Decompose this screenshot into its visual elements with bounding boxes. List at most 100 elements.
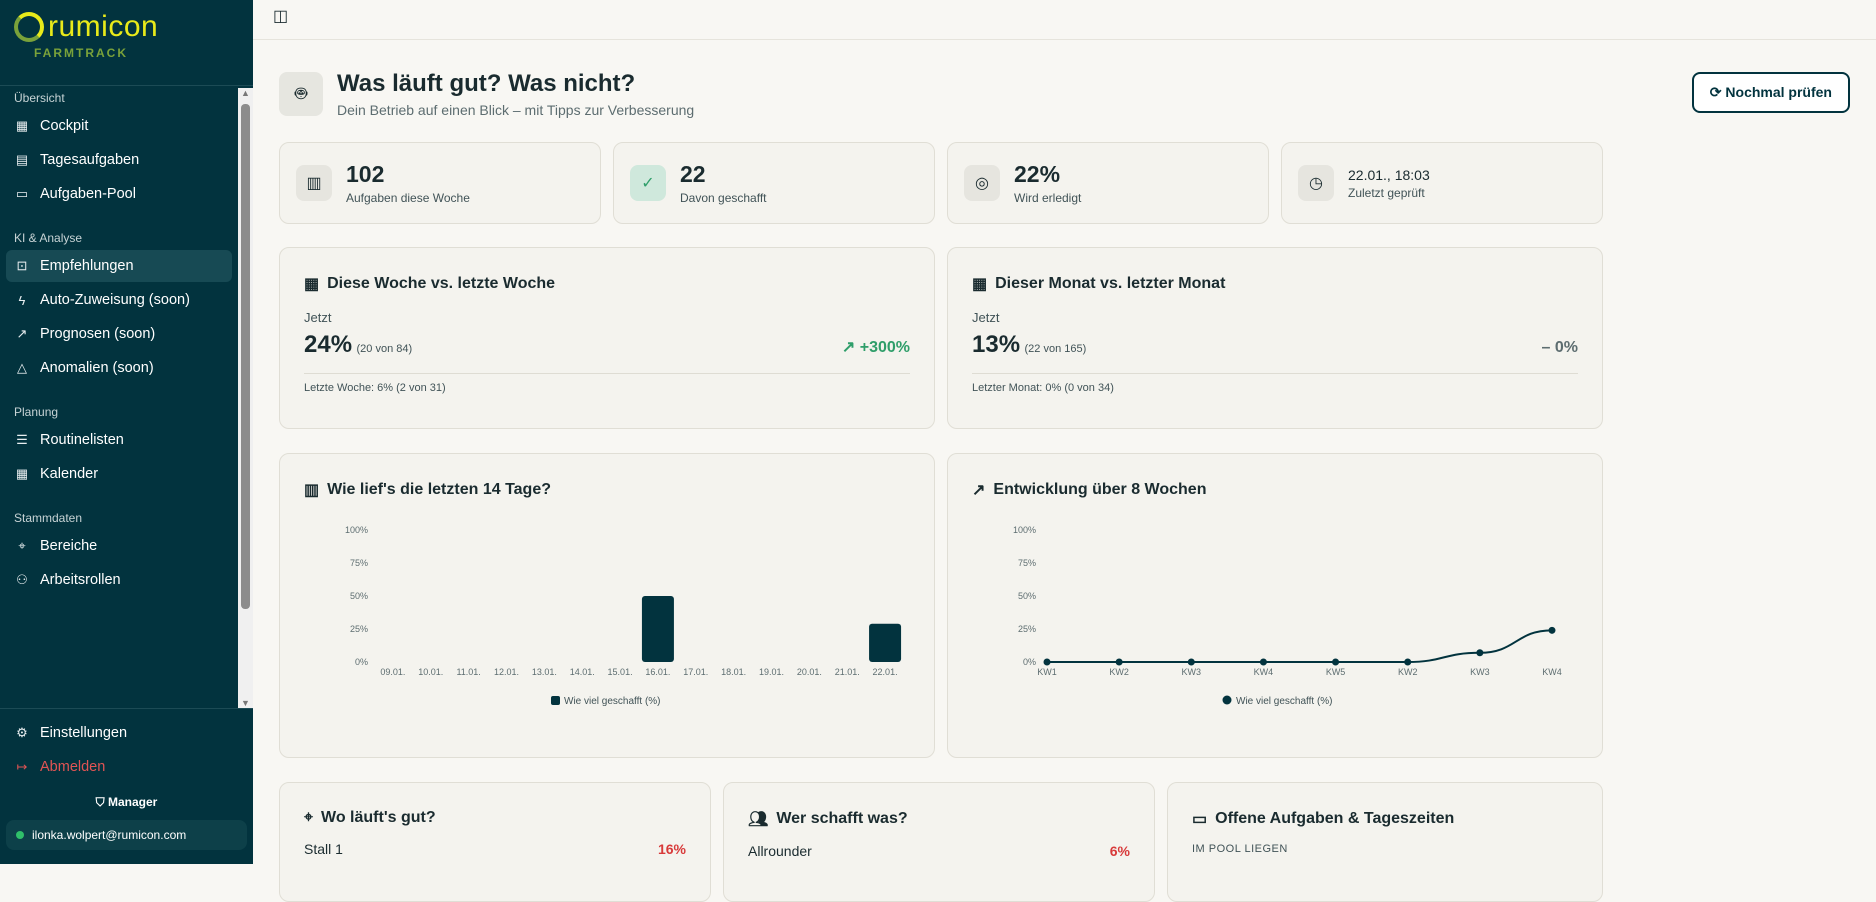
sidebar-item-label: Arbeitsrollen [40,572,121,588]
y-tick-label: 0% [1023,657,1036,667]
stat-value: 22 [680,161,706,187]
sidebar-item-label: Bereiche [40,538,98,554]
sidebar-item[interactable]: ↗ Prognosen (soon) [6,318,232,350]
x-tick-label: 12.01. [494,667,519,677]
open-tasks-card: ▭ Offene Aufgaben & Tageszeiten IM POOL L… [1167,782,1603,902]
data-point [1476,649,1484,657]
x-tick-label: 18.01. [721,667,746,677]
sidebar-item[interactable]: ⊡ Empfehlungen [6,250,232,282]
bar-chart: 0% 25% 50% 75% 100% 09.01. 10.01. 11.01. 12.01. 1… [345,525,902,707]
sidebar-item[interactable]: ▦ Kalender [6,458,232,490]
brand-sub: FARMTRACK [34,46,128,60]
sidebar-section-title: Übersicht [14,91,65,105]
sidebar-item-settings[interactable]: ⚙ Einstellungen [6,717,247,749]
sidebar-toggle-icon[interactable]: ◫ [273,8,289,25]
check-circle-icon: ✓ [630,165,666,201]
sidebar-item[interactable]: ▭ Aufgaben-Pool [6,178,232,210]
y-tick-label: 75% [350,558,368,568]
refresh-icon: ⟳ [1709,84,1722,100]
sidebar-item[interactable]: ⌖ Bereiche [6,530,232,562]
logo[interactable]: rumicon FARMTRACK [0,0,253,86]
week-change: +300% [859,339,910,356]
stat-value: 22% [1014,161,1061,187]
user-email: ilonka.wolpert@rumicon.com [32,828,187,842]
x-tick-label: 22.01. [873,667,898,677]
y-tick-label: 100% [345,525,368,535]
map-pin-icon: ⌖ [304,809,314,826]
stat-label: Aufgaben diese Woche [346,191,470,205]
role-name: Allrounder [748,843,812,859]
logout-icon: ↦ [16,759,28,774]
y-tick-label: 50% [1018,591,1036,601]
area-name: Stall 1 [304,841,343,857]
legend-swatch [1222,695,1232,705]
x-tick-label: 13.01. [532,667,557,677]
calendar-icon: ▦ [972,276,988,293]
sidebar-section-title: Stammdaten [14,511,83,525]
legend-label: Wie viel geschafft (%) [1236,696,1333,707]
y-tick-label: 25% [1018,624,1036,634]
brand-name: rumicon [48,10,159,43]
data-point [1043,658,1051,666]
sidebar-item-label: Anomalien (soon) [40,360,154,376]
week-comparison-card: ▦ Diese Woche vs. letzte Woche Jetzt 24% … [279,247,935,429]
x-tick-label: KW5 [1326,667,1346,677]
refresh-label: Nochmal prüfen [1725,84,1832,100]
y-tick-label: 25% [350,624,368,634]
stat-label: Zuletzt geprüft [1348,185,1425,200]
bar-chart-icon: ▥ [304,482,320,499]
sidebar-item[interactable]: ϟ Auto-Zuweisung (soon) [6,284,232,316]
month-value: 13% [972,331,1021,358]
bot-icon: 🤖︎ [279,72,323,116]
zap-icon: ϟ [18,292,26,308]
sidebar-item[interactable]: ▤ Tagesaufgaben [6,144,232,176]
refresh-button[interactable]: ⟳ Nochmal prüfen [1691,72,1850,113]
sidebar-item[interactable]: ▦ Cockpit [6,110,232,142]
clipboard-icon: ▤ [15,152,29,167]
sidebar-item-label: Tagesaufgaben [40,152,140,168]
x-tick-label: KW1 [1037,667,1057,677]
roles-card: 👥︎ Wer schafft was? Allrounder 6% [723,782,1155,902]
last-week: Letzte Woche: 6% (2 von 31) [304,382,446,394]
x-tick-label: 19.01. [759,667,784,677]
inbox-icon: ▭ [15,186,29,201]
x-tick-label: 21.01. [835,667,860,677]
x-tick-label: 17.01. [683,667,708,677]
stat-card-rate: ◎ 22% Wird erledigt [947,142,1269,224]
sidebar-item[interactable]: △ Anomalien (soon) [6,352,232,384]
line-chart-card: ↗ Entwicklung über 8 Wochen 0% 25% 50% 75% 10… [947,453,1603,758]
y-tick-label: 75% [1018,558,1036,568]
calendar-icon: ▦ [304,276,320,293]
clock-icon: ◷ [1298,165,1334,201]
gear-icon: ⚙ [16,725,28,740]
user-account[interactable]: ilonka.wolpert@rumicon.com [6,820,247,850]
areas-card: ⌖ Wo läuft's gut? Stall 1 16% [279,782,711,902]
sidebar-item[interactable]: ☰ Routinelisten [6,424,232,456]
sidebar-section-title: KI & Analyse [14,231,83,245]
data-point [1332,658,1340,666]
x-tick-label: KW3 [1470,667,1490,677]
card-title: Diese Woche vs. letzte Woche [327,275,556,292]
card-title: Wer schafft was? [776,810,908,827]
stat-card-tasks: ▥ 102 Aufgaben diese Woche [279,142,601,224]
card-title: Dieser Monat vs. letzter Monat [995,275,1226,292]
sidebar-item-label: Empfehlungen [40,258,134,274]
logo-icon [14,12,44,42]
month-comparison-card: ▦ Dieser Monat vs. letzter Monat Jetzt 13… [947,247,1603,429]
stat-label: Davon geschafft [680,191,767,205]
line-chart: 0% 25% 50% 75% 100% KW1 KW2 KW3 KW4 KW5 KW2 KW3 KW4 W… [1013,525,1562,707]
stat-card-checked: ◷ 22.01., 18:03 Zuletzt geprüft [1281,142,1603,224]
stat-value: 22.01., 18:03 [1348,166,1430,183]
stat-value: 102 [346,161,385,187]
sidebar-item-label: Routinelisten [40,432,124,448]
logout-button[interactable]: ↦ Abmelden [6,751,247,783]
trending-up-icon: ↗ [972,482,986,499]
bar-chart-card: ▥ Wie lief's die letzten 14 Tage? 0% 25% 50… [279,453,935,758]
minus-icon: – [1541,339,1551,356]
last-month: Letzter Monat: 0% (0 von 34) [972,382,1114,394]
sidebar-item[interactable]: ⚇ Arbeitsrollen [6,564,232,596]
series-line [1047,629,1553,663]
week-detail: (20 von 84) [356,343,413,355]
users-icon: 👥︎ [748,811,769,828]
sidebar-scrollbar[interactable]: ▲ ▼ [238,88,253,708]
